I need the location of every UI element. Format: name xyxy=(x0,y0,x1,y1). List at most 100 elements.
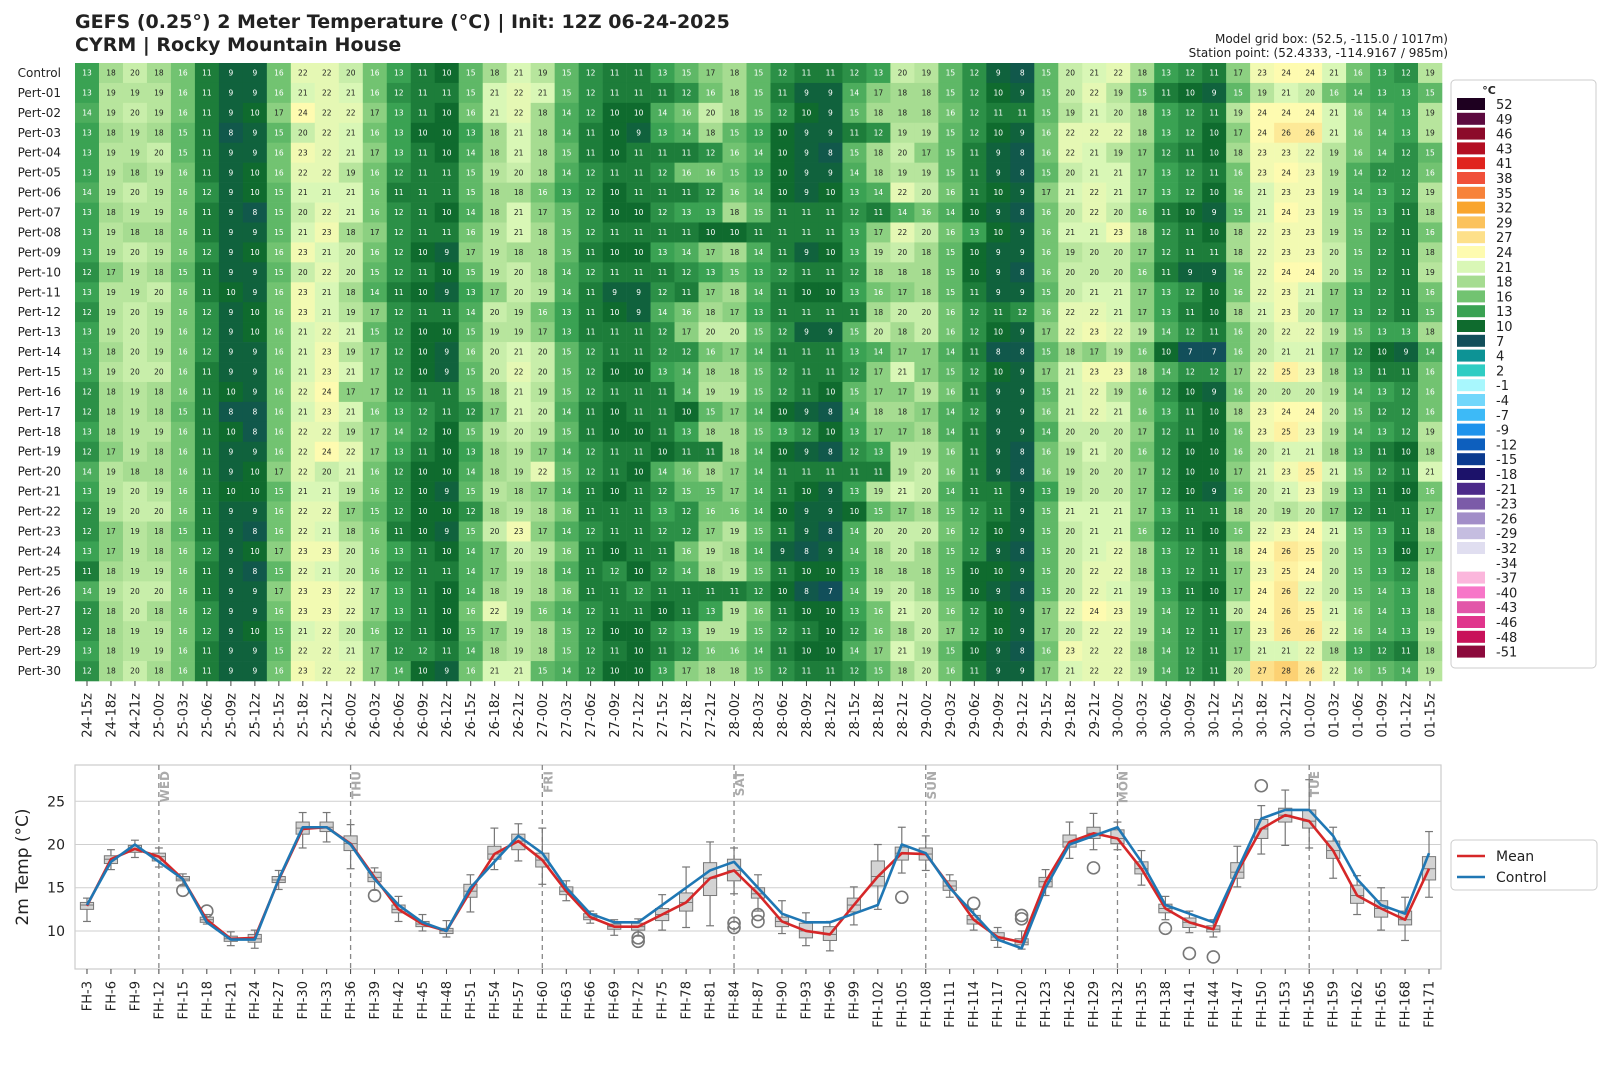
x-tick-label: FH-144 xyxy=(1207,981,1222,1028)
heatmap-cell-label: 19 xyxy=(922,69,932,78)
heatmap-cell-label: 19 xyxy=(538,69,548,78)
colorbar-swatch xyxy=(1457,305,1485,318)
colorbar-swatch xyxy=(1457,246,1485,258)
heatmap-cell-label: 14 xyxy=(658,108,668,117)
heatmap-cell-label: 12 xyxy=(970,89,980,98)
heatmap-cell-label: 16 xyxy=(1353,108,1363,117)
heatmap-cell xyxy=(818,122,843,144)
heatmap-cell-label: 16 xyxy=(370,89,380,98)
heatmap-cell-label: 21 xyxy=(1089,108,1099,117)
heatmap-cell-label: 20 xyxy=(298,128,308,137)
heatmap-cell xyxy=(986,122,1011,144)
heatmap-cell xyxy=(1370,82,1395,104)
heatmap-cell-label: 11 xyxy=(418,148,428,157)
heatmap-cell-label: 24 xyxy=(1305,69,1315,78)
colorbar-swatch xyxy=(1457,172,1485,184)
heatmap-cell-label: 13 xyxy=(466,128,476,137)
colorbar-label: -15 xyxy=(1496,453,1517,468)
heatmap-cell xyxy=(314,102,340,124)
heatmap-cell-label: 10 xyxy=(994,89,1004,98)
heatmap-cell xyxy=(1274,63,1299,84)
heatmap-cell xyxy=(194,142,220,163)
heatmap-cell-label: 12 xyxy=(586,69,596,78)
heatmap-cell xyxy=(602,102,627,124)
heatmap-cell xyxy=(890,102,915,124)
heatmap-cell xyxy=(962,82,987,104)
heatmap-cell-label: 19 xyxy=(1425,69,1435,78)
heatmap-cell-label: 15 xyxy=(1042,69,1052,78)
heatmap-cell xyxy=(1226,142,1251,163)
heatmap-cell xyxy=(1058,102,1083,124)
heatmap-cell xyxy=(890,63,915,84)
heatmap-cell-label: 22 xyxy=(1065,128,1075,137)
heatmap-cell-label: 10 xyxy=(442,128,452,137)
heatmap-cell-label: 11 xyxy=(1209,69,1219,78)
heatmap-cell-label: 9 xyxy=(228,69,233,78)
heatmap-cell xyxy=(746,122,771,144)
legend-label: Mean xyxy=(1496,849,1534,865)
heatmap-cell-label: 19 xyxy=(154,89,164,98)
heatmap-cell-label: 16 xyxy=(1042,128,1052,137)
heatmap-cell xyxy=(674,122,699,144)
heatmap-cell xyxy=(194,102,220,124)
heatmap-cell xyxy=(866,102,891,124)
x-tick-label: FH-3 xyxy=(80,981,95,1011)
heatmap-cell-label: 12 xyxy=(394,89,404,98)
heatmap-cell xyxy=(434,102,460,124)
heatmap-cell xyxy=(1274,142,1299,163)
heatmap-cell-label: 16 xyxy=(1042,148,1052,157)
heatmap-cell xyxy=(746,82,771,104)
x-tick-label: FH-159 xyxy=(1327,981,1342,1028)
colorbar-swatch xyxy=(1457,216,1485,229)
heatmap-cell-label: 15 xyxy=(754,108,764,117)
heatmap-cell xyxy=(1178,142,1203,163)
x-tick-label: FH-57 xyxy=(512,981,527,1020)
heatmap-cell xyxy=(218,82,244,104)
heatmap-cell-label: 26 xyxy=(1281,128,1291,137)
heatmap-cell xyxy=(1130,142,1155,163)
x-tick-label: FH-6 xyxy=(104,981,119,1011)
heatmap-cell xyxy=(626,82,651,104)
heatmap-cell-label: 9 xyxy=(252,128,257,137)
x-tick-label: FH-69 xyxy=(608,981,623,1020)
heatmap-cell-label: 12 xyxy=(1185,69,1195,78)
heatmap-cell xyxy=(122,162,148,183)
x-tick-label: FH-123 xyxy=(1039,981,1054,1028)
heatmap-cell xyxy=(578,142,603,163)
heatmap-cell-label: 24 xyxy=(1281,108,1291,117)
heatmap-cell xyxy=(1106,82,1131,104)
heatmap-cell xyxy=(674,142,699,163)
colorbar-swatch xyxy=(1457,438,1485,451)
heatmap-cell-label: 11 xyxy=(826,69,836,78)
colorbar-swatch xyxy=(1457,231,1485,244)
heatmap-cell xyxy=(1274,122,1299,144)
heatmap-cell-label: 22 xyxy=(322,69,332,78)
heatmap-cell-label: 11 xyxy=(1209,108,1219,117)
heatmap-cell xyxy=(290,122,316,144)
heatmap-cell-label: 12 xyxy=(682,89,692,98)
heatmap-cell-label: 11 xyxy=(1185,148,1195,157)
heatmap-cell xyxy=(578,82,603,104)
x-tick-label: FH-54 xyxy=(488,981,503,1020)
heatmap-cell xyxy=(1010,82,1035,104)
heatmap-cell-label: 15 xyxy=(562,89,572,98)
heatmap-cell-label: 10 xyxy=(442,69,452,78)
heatmap-cell xyxy=(458,122,483,144)
heatmap-cell-label: 12 xyxy=(874,128,884,137)
heatmap-cell-label: 16 xyxy=(274,148,284,157)
heatmap-cell-label: 14 xyxy=(850,89,860,98)
heatmap-cell-label: 18 xyxy=(106,128,116,137)
heatmap-cell xyxy=(170,82,196,104)
x-tick-label: FH-72 xyxy=(632,981,647,1020)
heatmap-cell-label: 22 xyxy=(322,168,332,177)
x-tick-label: FH-48 xyxy=(440,981,455,1020)
heatmap-cell xyxy=(1394,63,1419,84)
heatmap-cell-label: 11 xyxy=(682,148,692,157)
heatmap-cell-label: 16 xyxy=(1353,69,1363,78)
heatmap-cell-label: 9 xyxy=(252,148,257,157)
heatmap-cell-label: 13 xyxy=(1401,128,1411,137)
heatmap-cell xyxy=(1202,102,1227,124)
heatmap-cell xyxy=(650,63,675,84)
colorbar-label: 2 xyxy=(1496,364,1504,379)
x-tick-label: FH-84 xyxy=(728,981,743,1020)
